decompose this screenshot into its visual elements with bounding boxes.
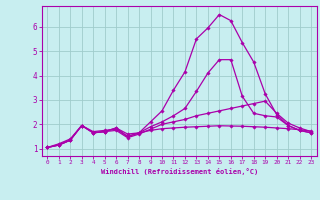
X-axis label: Windchill (Refroidissement éolien,°C): Windchill (Refroidissement éolien,°C) — [100, 168, 258, 175]
